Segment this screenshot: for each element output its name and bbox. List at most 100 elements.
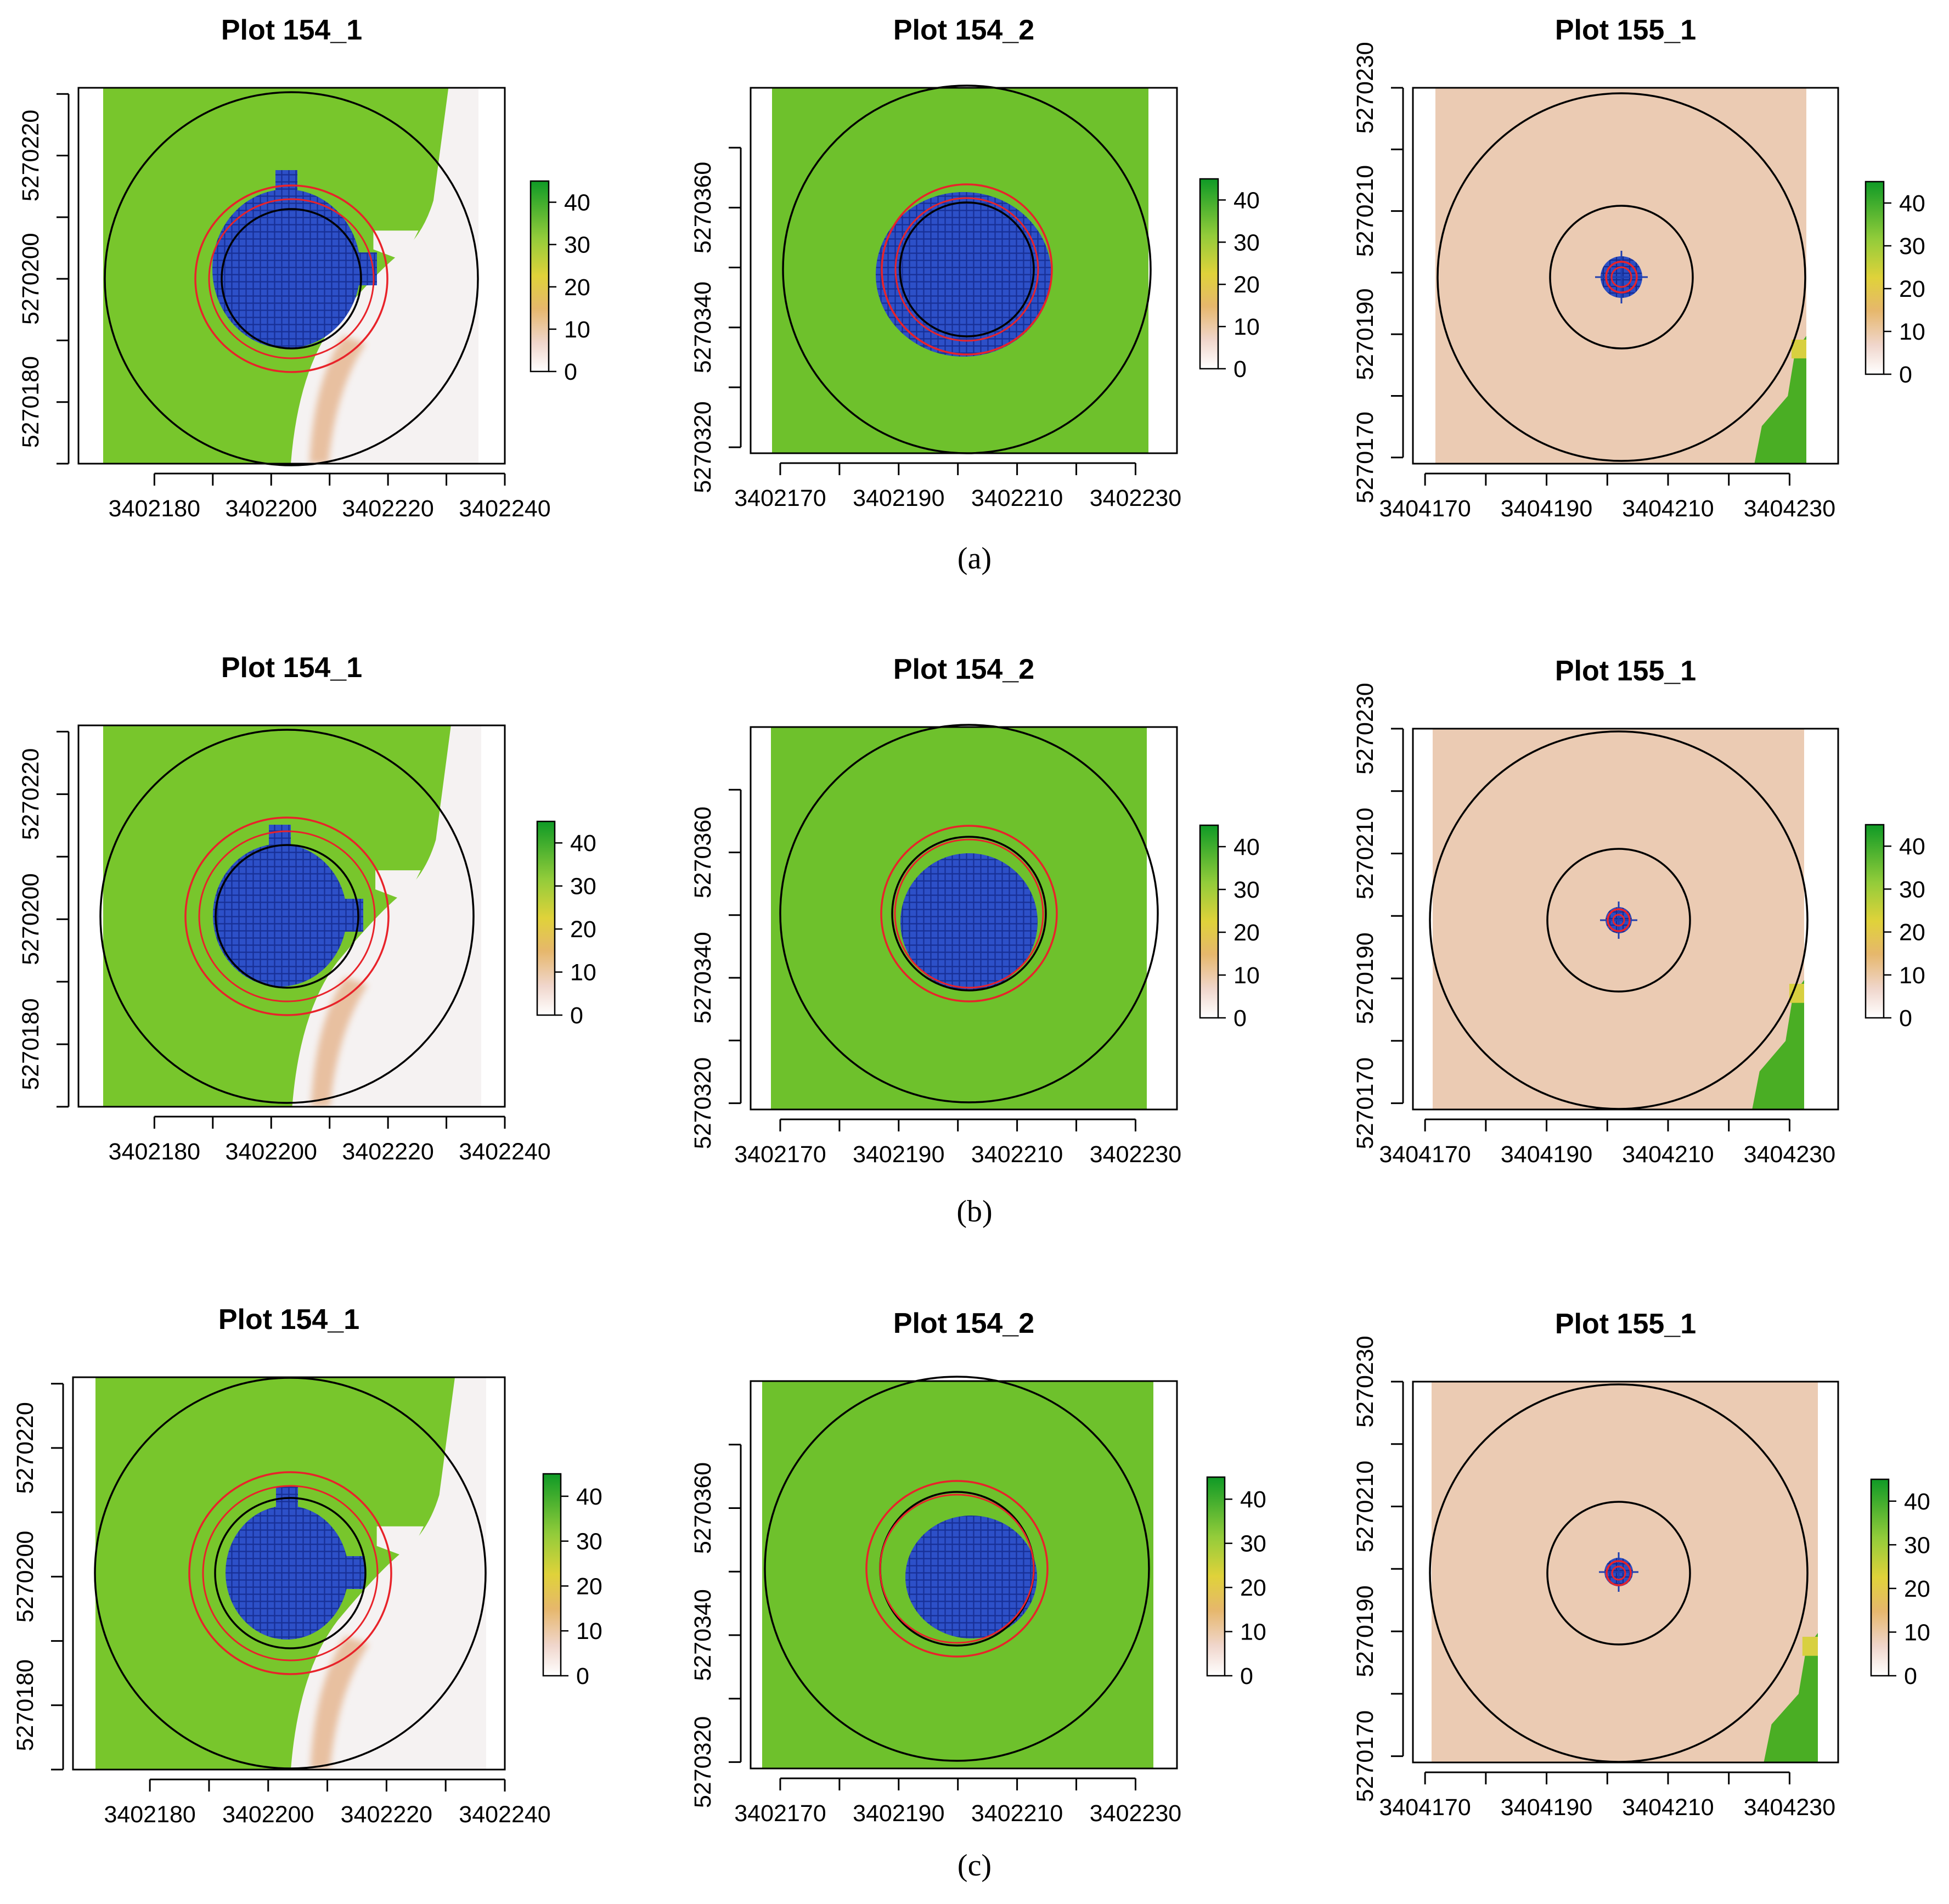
colorbar-tick-label: 40 xyxy=(1240,1486,1266,1513)
y-tick-label: 5270190 xyxy=(1352,1585,1378,1677)
x-tick-label: 3402230 xyxy=(1090,1800,1181,1827)
colorbar-tick-label: 30 xyxy=(570,874,596,900)
x-tick-label: 3402170 xyxy=(734,1141,826,1168)
x-tick-label: 3404230 xyxy=(1744,1794,1835,1821)
x-tick-label: 3402210 xyxy=(971,1141,1063,1168)
colorbar xyxy=(1864,181,1885,375)
x-tick-label: 3402230 xyxy=(1090,485,1181,511)
y-tick-label: 5270210 xyxy=(1352,165,1378,257)
x-tick-label: 3402190 xyxy=(853,1800,944,1827)
x-tick-label: 3404210 xyxy=(1622,495,1714,522)
colorbar-tick-label: 30 xyxy=(1904,1532,1930,1558)
colorbar xyxy=(536,820,556,1016)
x-tick-label: 3404190 xyxy=(1501,1794,1592,1821)
colorbar-tick-label: 40 xyxy=(576,1484,602,1510)
y-tick-label: 5270220 xyxy=(12,1402,38,1494)
plot-frame xyxy=(750,87,1178,454)
colorbar-tick-label: 0 xyxy=(576,1663,589,1689)
y-tick-label: 5270340 xyxy=(690,281,716,373)
colorbar-tick-label: 0 xyxy=(1899,362,1912,388)
panel-title: Plot 154_2 xyxy=(893,1308,1034,1339)
colorbar-tick-label: 20 xyxy=(564,274,590,301)
colorbar-tick-label: 0 xyxy=(570,1002,583,1029)
x-tick-label: 3402190 xyxy=(853,1141,944,1168)
colorbar-tick-label: 20 xyxy=(1904,1576,1930,1602)
colorbar xyxy=(542,1473,562,1677)
colorbar-tick-label: 20 xyxy=(1240,1575,1266,1601)
crown-buffer-ring xyxy=(1607,908,1631,932)
plot-frame xyxy=(750,726,1178,1111)
crown-buffer-ring xyxy=(865,1480,1049,1658)
colorbar-tick-label: 10 xyxy=(570,960,596,986)
colorbar-tick-label: 10 xyxy=(576,1618,602,1644)
y-tick-label: 5270210 xyxy=(1352,1461,1378,1552)
panel-title: Plot 155_1 xyxy=(1555,1308,1696,1340)
panel-a2: Plot 154_2 3402170 3402190 3402210 3402230 52… xyxy=(690,14,1260,511)
x-tick-label: 3402180 xyxy=(109,1139,200,1165)
colorbar-tick-label: 30 xyxy=(1233,877,1260,903)
raster-heatmap xyxy=(103,725,481,1107)
colorbar xyxy=(1206,1476,1226,1677)
x-tick-label: 3402240 xyxy=(459,1801,550,1828)
plot-frame xyxy=(1412,1381,1839,1764)
x-tick-label: 3402180 xyxy=(104,1801,195,1828)
colorbar xyxy=(1864,824,1885,1019)
inner-plot-ring xyxy=(215,844,359,989)
crown-inner-ring xyxy=(198,830,376,1002)
panel-c3: Plot 155_1 3404170 3404190 3404210 3404230 52… xyxy=(1352,1308,1930,1821)
detection-crosshair-cluster xyxy=(905,1516,1037,1638)
x-tick-label: 3404190 xyxy=(1501,1141,1592,1168)
y-tick-label: 5270360 xyxy=(690,807,716,898)
crown-buffer-ring xyxy=(881,183,1053,356)
x-tick-label: 3404210 xyxy=(1622,1794,1714,1821)
colorbar-tick-label: 40 xyxy=(1899,190,1925,217)
x-tick-label: 3402190 xyxy=(853,485,944,511)
colorbar-tick-label: 20 xyxy=(1233,272,1260,298)
x-tick-label: 3402210 xyxy=(971,1800,1063,1827)
x-tick-label: 3402210 xyxy=(971,485,1063,511)
colorbar-tick-label: 10 xyxy=(1899,962,1925,989)
panel-a1: Plot 154_1 3402180 3402200 3402220 3402240 52… xyxy=(18,14,590,522)
x-tick-label: 3402230 xyxy=(1090,1141,1181,1168)
panel-title: Plot 154_1 xyxy=(221,14,362,46)
colorbar-tick-label: 0 xyxy=(1240,1663,1253,1689)
row-caption-b: (b) xyxy=(956,1195,992,1229)
y-tick-label: 5270230 xyxy=(1352,42,1378,133)
inner-plot-ring xyxy=(899,201,1035,337)
x-tick-label: 3402170 xyxy=(734,485,826,511)
x-tick-label: 3402240 xyxy=(459,495,550,522)
colorbar-tick-label: 0 xyxy=(1233,356,1247,382)
outer-plot-ring xyxy=(764,1376,1150,1762)
y-tick-label: 5270340 xyxy=(690,1589,716,1681)
y-tick-label: 5270210 xyxy=(1352,808,1378,899)
y-tick-label: 5270200 xyxy=(18,873,44,965)
x-tick-label: 3404230 xyxy=(1744,495,1835,522)
plot-frame xyxy=(1412,87,1839,465)
colorbar-tick-label: 0 xyxy=(564,359,577,385)
colorbar-tick-label: 10 xyxy=(1240,1619,1266,1646)
inner-plot-ring xyxy=(221,208,362,350)
crown-buffer-ring xyxy=(1605,261,1638,294)
colorbar-tick-label: 30 xyxy=(1240,1531,1266,1557)
x-tick-label: 3402170 xyxy=(734,1800,826,1827)
row-caption-c: (c) xyxy=(957,1849,992,1883)
y-tick-label: 5270320 xyxy=(690,401,716,493)
colorbar-tick-label: 30 xyxy=(564,232,590,258)
y-tick-label: 5270180 xyxy=(18,356,44,448)
inner-plot-ring xyxy=(891,836,1047,992)
crown-inner-ring xyxy=(894,197,1039,342)
y-tick-label: 5270360 xyxy=(690,1462,716,1554)
colorbar-tick-label: 10 xyxy=(1899,319,1925,345)
colorbar-tick-label: 10 xyxy=(1904,1619,1930,1646)
colorbar-tick-label: 40 xyxy=(1904,1489,1930,1515)
y-tick-label: 5270320 xyxy=(690,1716,716,1808)
colorbar-tick-label: 0 xyxy=(1899,1005,1912,1032)
y-tick-label: 5270220 xyxy=(18,748,44,840)
x-tick-label: 3404230 xyxy=(1744,1141,1835,1168)
colorbar-tick-label: 40 xyxy=(564,190,590,216)
x-tick-label: 3402220 xyxy=(342,495,433,522)
crown-inner-ring xyxy=(879,1494,1035,1644)
inner-plot-ring xyxy=(1546,848,1691,993)
outer-plot-ring xyxy=(779,724,1159,1103)
raster-heatmap xyxy=(103,88,478,464)
